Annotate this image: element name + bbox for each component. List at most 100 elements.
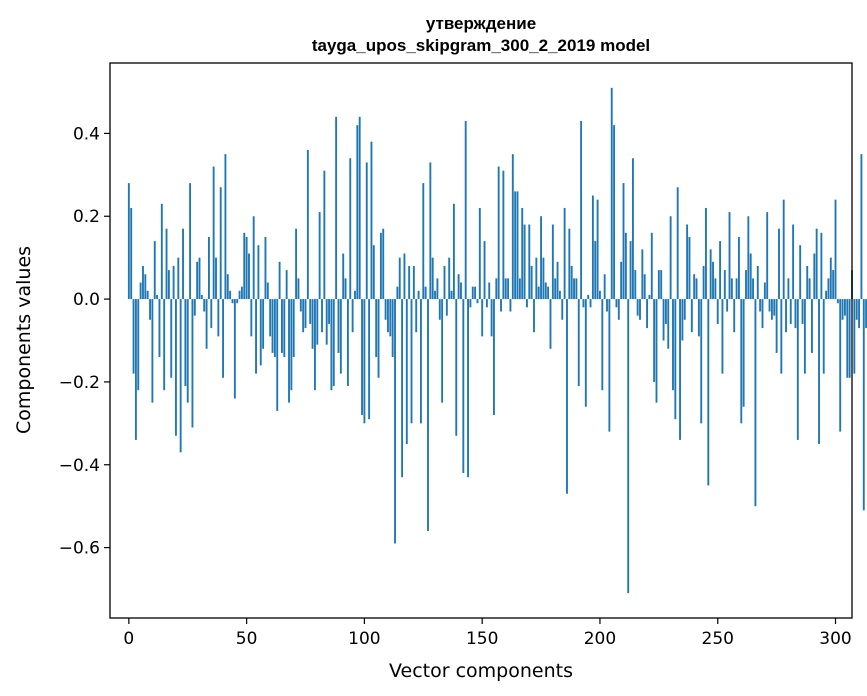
bar [167,270,170,300]
bar [316,299,319,345]
bar [853,299,856,374]
bar [834,199,837,300]
bar [768,299,771,312]
bar [318,212,321,300]
bar [186,299,189,403]
bar [295,228,298,300]
bar [427,299,429,532]
bar [686,224,689,300]
bar [825,290,828,300]
bar [184,299,187,387]
bar [474,286,477,300]
bar [639,299,641,320]
y-tick-label: −0.4 [59,456,100,476]
bar [441,299,444,403]
bar [818,299,820,445]
bar [697,299,700,337]
bar [309,299,312,324]
bar [533,299,535,333]
bar [403,253,406,300]
x-tick-label: 150 [466,629,498,649]
bar [252,216,255,300]
bar [483,241,486,300]
bar [782,199,785,300]
bar [424,286,427,300]
bar [335,116,338,300]
bar [811,299,813,353]
y-tick-label: 0.2 [73,207,100,227]
bar [132,299,135,374]
bar [415,299,418,333]
bar [240,286,243,300]
bar [763,282,766,300]
bar [561,299,564,320]
bar [278,261,281,300]
bar [530,265,533,300]
bar [683,299,686,320]
bar [806,265,809,300]
bar [344,278,347,300]
bar [238,290,241,300]
bar [398,257,401,300]
bar [165,228,168,300]
bar [688,236,691,300]
y-axis-ticks: 0.4 0.2 0.0 −0.2 −0.4 −0.6 [59,124,110,559]
bar [156,294,159,300]
bar [761,299,764,329]
bar [664,299,667,324]
bar [860,154,863,300]
bar [787,278,790,300]
bar [747,216,750,300]
bar [716,299,719,324]
bar [514,191,517,300]
bar [648,294,651,300]
bar [610,87,613,300]
bar [198,257,201,300]
bar [290,299,293,391]
bar [801,299,804,324]
x-axis-ticks: 0 50 100 150 200 250 300 [123,618,852,649]
bar [163,299,166,391]
bar [372,245,375,300]
bar [191,299,194,428]
bar [502,170,505,300]
bar [497,166,500,300]
bar [641,249,644,300]
x-tick-label: 0 [123,629,134,649]
bar [379,232,382,300]
bar [396,286,399,300]
bar [394,299,396,544]
bar [829,257,832,300]
bar [452,203,455,300]
bar [130,207,133,300]
bar [361,299,363,416]
bar [283,299,286,358]
bar [455,299,458,436]
bar [620,261,623,300]
bar [450,290,453,300]
bar [464,120,467,300]
bar [820,232,823,300]
bar [493,299,495,416]
bar [591,195,594,300]
bar [478,207,481,300]
bar [778,228,780,300]
bar [354,290,356,300]
bar [412,265,415,300]
bar [563,207,566,300]
bar [504,278,507,300]
bar [646,299,648,329]
bar [723,270,726,300]
bar [606,299,608,312]
bar [846,299,849,378]
bar [770,299,773,320]
bar [271,299,274,353]
bar [568,228,571,300]
bar [445,299,448,316]
bar [796,299,799,440]
bar [537,286,540,300]
bar [429,162,432,300]
bar [417,290,420,300]
bar [500,299,502,312]
